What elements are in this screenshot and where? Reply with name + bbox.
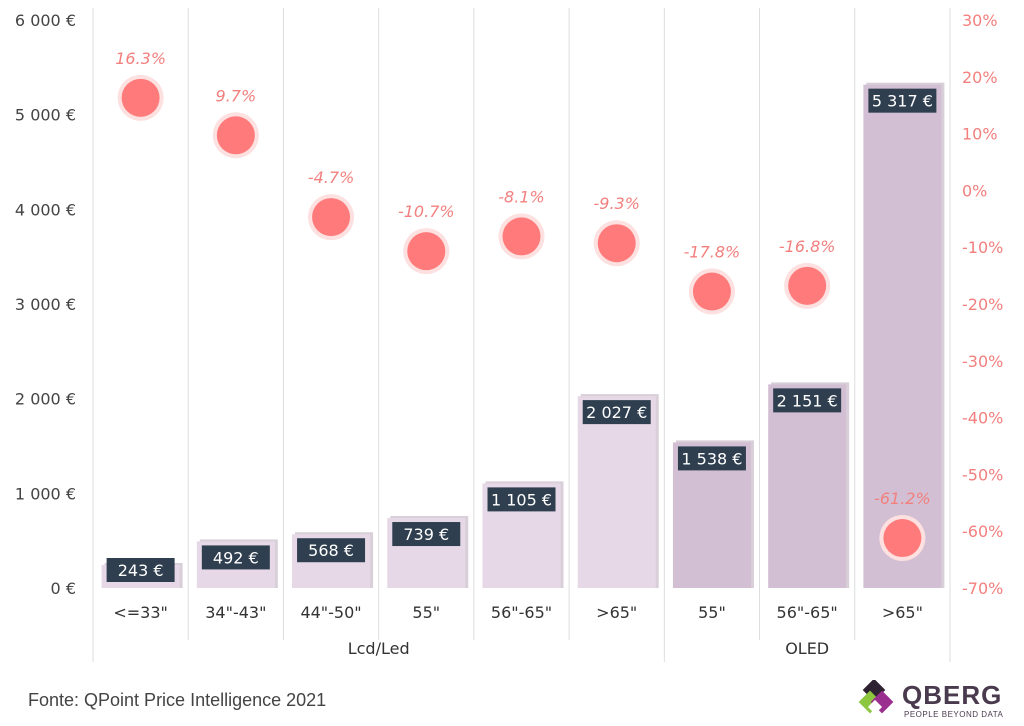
marker-point xyxy=(788,266,827,305)
bar-value-label-bg xyxy=(868,88,937,113)
chart: 243 € 492 € 568 € 739 € 1 105 € 2 027 € 1 538 … xyxy=(15,8,1003,662)
bar xyxy=(577,396,656,588)
axes: 0 € 1 000 € 2 000 € 3 000 € 4 000 € 5 000 € 6 … xyxy=(15,11,1003,658)
category-label: 56"-65" xyxy=(491,603,552,622)
marker-value-label: -8.1% xyxy=(498,187,544,206)
qberg-logo-icon xyxy=(858,680,894,715)
left-axis-tick-label: 5 000 € xyxy=(15,106,76,125)
bar-value-label: 243 € xyxy=(118,561,164,580)
marker-value-label: -16.8% xyxy=(779,237,836,256)
left-axis-tick-label: 6 000 € xyxy=(15,11,76,30)
logo-name: QBERG xyxy=(902,680,1003,710)
markers: 16.3% 9.7% -4.7% -10.7% -8.1% -9.3% -17.8% -16.… xyxy=(115,49,931,562)
left-axis-tick-label: 2 000 € xyxy=(15,390,76,409)
category-label: >65" xyxy=(596,603,637,622)
bar-value-label: 739 € xyxy=(403,525,449,544)
right-axis-tick-label: -50% xyxy=(962,465,1003,484)
bar-value-label-bg xyxy=(773,388,842,413)
category-label: 34"-43" xyxy=(205,603,266,622)
marker-point xyxy=(216,116,255,155)
right-axis-tick-label: 10% xyxy=(962,125,998,144)
marker-value-label: -10.7% xyxy=(398,202,455,221)
bar-value-label: 568 € xyxy=(308,541,354,560)
qberg-logo: QBERG PEOPLE BEYOND DATA xyxy=(858,680,1008,722)
category-label: >65" xyxy=(882,603,923,622)
right-axis-tick-label: -30% xyxy=(962,352,1003,371)
right-axis-tick-label: 30% xyxy=(962,11,998,30)
logo-tagline: PEOPLE BEYOND DATA xyxy=(904,710,1004,719)
right-axis-tick-label: -60% xyxy=(962,522,1003,541)
right-axis-tick-label: 0% xyxy=(962,181,987,200)
group-label: Lcd/Led xyxy=(348,639,410,658)
bar-value-label: 2 027 € xyxy=(586,403,647,422)
bar-value-label-bg xyxy=(392,522,461,547)
marker-value-label: 16.3% xyxy=(115,49,166,68)
bar-value-label: 1 105 € xyxy=(491,490,552,509)
marker-value-label: 9.7% xyxy=(216,86,257,105)
bar-value-label-bg xyxy=(677,446,746,471)
source-note: Fonte: QPoint Price Intelligence 2021 xyxy=(28,690,327,710)
category-label: 55" xyxy=(698,603,726,622)
marker-point xyxy=(883,519,922,558)
right-axis-tick-label: -70% xyxy=(962,579,1003,598)
category-label: <=33" xyxy=(113,603,168,622)
bars: 243 € 492 € 568 € 739 € 1 105 € 2 027 € 1 538 … xyxy=(101,82,945,588)
bar xyxy=(768,384,847,588)
bar-value-label-bg xyxy=(297,538,366,563)
marker-point xyxy=(692,272,731,311)
bar-value-label-bg xyxy=(582,400,651,425)
right-axis-tick-label: -20% xyxy=(962,295,1003,314)
marker-value-label: -61.2% xyxy=(874,489,931,508)
marker-point xyxy=(502,217,541,256)
right-axis-tick-label: -40% xyxy=(962,409,1003,428)
marker-point xyxy=(312,198,351,237)
marker-value-label: -9.3% xyxy=(594,194,640,213)
marker-value-label: -17.8% xyxy=(684,243,741,262)
marker-point xyxy=(597,224,636,263)
left-axis-tick-label: 1 000 € xyxy=(15,484,76,503)
grid-lines xyxy=(92,8,951,662)
marker-point xyxy=(121,78,160,117)
category-label: 55" xyxy=(412,603,440,622)
category-label: 56"-65" xyxy=(777,603,838,622)
bar-value-label: 5 317 € xyxy=(872,92,933,111)
bar-value-label-bg xyxy=(201,545,270,570)
group-label: OLED xyxy=(785,639,829,658)
bar-value-label: 492 € xyxy=(213,548,259,567)
bar-value-label-bg xyxy=(106,558,175,582)
bar-value-label: 1 538 € xyxy=(681,449,742,468)
bar-value-label: 2 151 € xyxy=(777,391,838,410)
left-axis-tick-label: 3 000 € xyxy=(15,295,76,314)
left-axis-tick-label: 0 € xyxy=(51,579,76,598)
right-axis-tick-label: 20% xyxy=(962,68,998,87)
bar-value-label-bg xyxy=(487,487,556,512)
bar xyxy=(863,84,942,588)
left-axis-tick-label: 4 000 € xyxy=(15,200,76,219)
category-label: 44"-50" xyxy=(300,603,361,622)
marker-value-label: -4.7% xyxy=(308,168,354,187)
marker-point xyxy=(407,232,446,271)
right-axis-tick-label: -10% xyxy=(962,238,1003,257)
